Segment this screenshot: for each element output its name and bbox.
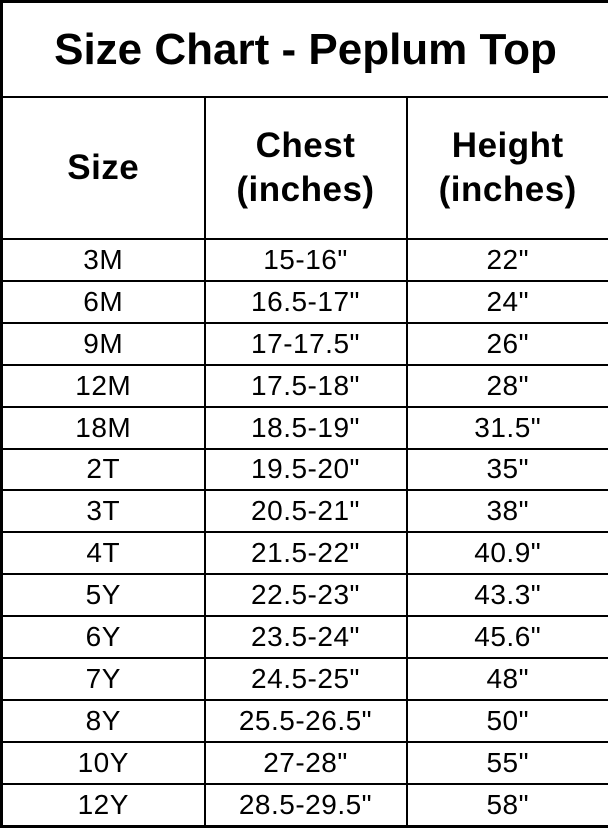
column-header-height-label: Height <box>451 125 564 165</box>
table-row: 7Y 24.5-25" 48" <box>0 657 608 701</box>
column-header-size-label: Size <box>67 147 140 187</box>
table-row: 6Y 23.5-24" 45.6" <box>0 615 608 660</box>
table-row: 3T 20.5-21" 38" <box>0 489 608 534</box>
column-header-chest-label: Chest <box>255 125 356 165</box>
size-cell: 4T <box>0 531 206 576</box>
height-cell: 24" <box>405 279 608 324</box>
title-row: Size Chart - Peplum Top <box>0 0 608 98</box>
height-cell: 38" <box>405 489 608 534</box>
column-header-height-unit: (inches) <box>438 170 577 209</box>
size-cell: 6M <box>0 279 206 324</box>
table-row: 12M 17.5-18" 28" <box>0 363 608 408</box>
height-cell: 28" <box>405 363 608 408</box>
height-cell: 48" <box>405 657 608 701</box>
chest-cell: 17.5-18" <box>203 363 408 408</box>
height-cell: 26" <box>405 321 608 366</box>
chest-cell: 27-28" <box>203 740 408 785</box>
height-cell: 22" <box>405 238 608 282</box>
height-cell: 31.5" <box>405 405 608 450</box>
chest-cell: 21.5-22" <box>203 531 408 576</box>
size-cell: 7Y <box>0 657 206 701</box>
chest-cell: 17-17.5" <box>203 321 408 366</box>
table-row: 18M 18.5-19" 31.5" <box>0 405 608 450</box>
chest-cell: 18.5-19" <box>203 405 408 450</box>
chest-cell: 19.5-20" <box>203 447 408 492</box>
chest-cell: 24.5-25" <box>203 657 408 701</box>
table-row: 9M 17-17.5" 26" <box>0 321 608 366</box>
size-cell: 9M <box>0 321 206 366</box>
column-header-height: Height (inches) <box>405 96 608 240</box>
size-cell: 3T <box>0 489 206 534</box>
column-header-chest-unit: (inches) <box>236 170 375 209</box>
size-cell: 12M <box>0 363 206 408</box>
table-body: 3M 15-16" 22" 6M 16.5-17" 24" 9M 17-17.5… <box>0 238 608 828</box>
height-cell: 55" <box>405 740 608 785</box>
table-row: 3M 15-16" 22" <box>0 238 608 282</box>
column-header-size: Size <box>0 96 206 240</box>
table-row: 2T 19.5-20" 35" <box>0 447 608 492</box>
height-cell: 40.9" <box>405 531 608 576</box>
chest-cell: 28.5-29.5" <box>203 782 408 828</box>
height-cell: 45.6" <box>405 615 608 660</box>
chest-cell: 15-16" <box>203 238 408 282</box>
table-row: 4T 21.5-22" 40.9" <box>0 531 608 576</box>
height-cell: 50" <box>405 698 608 743</box>
table-row: 5Y 22.5-23" 43.3" <box>0 573 608 618</box>
table-row: 12Y 28.5-29.5" 58" <box>0 782 608 828</box>
chest-cell: 23.5-24" <box>203 615 408 660</box>
chest-cell: 16.5-17" <box>203 279 408 324</box>
size-cell: 12Y <box>0 782 206 828</box>
size-cell: 6Y <box>0 615 206 660</box>
height-cell: 43.3" <box>405 573 608 618</box>
height-cell: 35" <box>405 447 608 492</box>
table-row: 6M 16.5-17" 24" <box>0 279 608 324</box>
table-row: 8Y 25.5-26.5" 50" <box>0 698 608 743</box>
size-cell: 2T <box>0 447 206 492</box>
chart-title: Size Chart - Peplum Top <box>0 0 608 98</box>
table-row: 10Y 27-28" 55" <box>0 740 608 785</box>
header-row: Size Chest (inches) Height (inches) <box>0 96 608 240</box>
size-cell: 18M <box>0 405 206 450</box>
size-cell: 8Y <box>0 698 206 743</box>
chest-cell: 20.5-21" <box>203 489 408 534</box>
column-header-chest: Chest (inches) <box>203 96 408 240</box>
size-cell: 5Y <box>0 573 206 618</box>
size-cell: 10Y <box>0 740 206 785</box>
chest-cell: 25.5-26.5" <box>203 698 408 743</box>
chest-cell: 22.5-23" <box>203 573 408 618</box>
height-cell: 58" <box>405 782 608 828</box>
size-cell: 3M <box>0 238 206 282</box>
